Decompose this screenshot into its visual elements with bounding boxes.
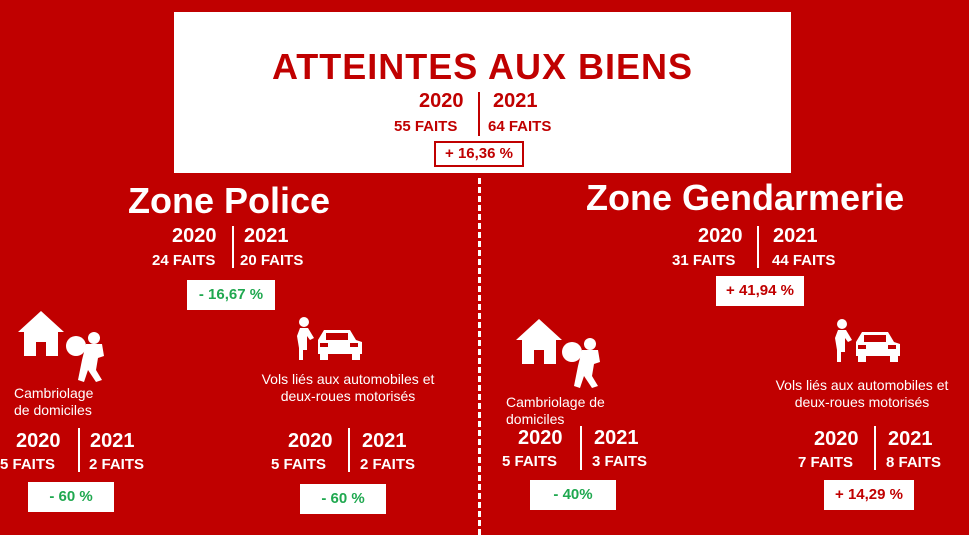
police-vehicles-year-2020: 2020: [288, 430, 333, 452]
police-burglary-count-2021: 2 FAITS: [89, 456, 145, 473]
police-burglary-change-badge: - 60 %: [28, 482, 114, 512]
police-count-2021: 20 FAITS: [240, 252, 304, 269]
gendarmerie-vehicles-year-2021: 2021: [888, 428, 933, 450]
separator: [478, 92, 480, 136]
police-burglary-year-2020: 2020: [16, 430, 61, 452]
year-2021: 2021: [493, 90, 538, 112]
separator: [232, 226, 234, 268]
car-thief-icon: [835, 319, 900, 362]
police-year-2020: 2020: [172, 225, 217, 247]
burglar-icon: [562, 338, 600, 388]
police-count-2020: 24 FAITS: [152, 252, 216, 269]
gendarmerie-year-2021: 2021: [773, 225, 818, 247]
police-year-2021: 2021: [244, 225, 289, 247]
police-burglary-label: Cambriolage de domiciles: [14, 385, 94, 418]
police-vehicles-change-badge: - 60 %: [300, 484, 386, 514]
gendarmerie-burglary-count-2020: 5 FAITS: [502, 453, 558, 470]
gendarmerie-count-2020: 31 FAITS: [672, 252, 736, 269]
police-vehicles-label: Vols liés aux automobiles et deux-roues …: [261, 371, 435, 404]
gendarmerie-vehicles-count-2021: 8 FAITS: [886, 454, 942, 471]
burglar-icon: [66, 332, 104, 382]
police-change-badge: - 16,67 %: [187, 280, 275, 310]
gendarmerie-vehicles-year-2020: 2020: [814, 428, 859, 450]
gendarmerie-vehicles-change-badge: + 14,29 %: [824, 480, 914, 510]
police-burglary-year-2021: 2021: [90, 430, 135, 452]
police-vehicles-count-2021: 2 FAITS: [360, 456, 416, 473]
page-title: ATTEINTES AUX BIENS: [271, 46, 694, 87]
separator: [757, 226, 759, 268]
house-icon: [516, 319, 562, 364]
police-vehicles-count-2020: 5 FAITS: [271, 456, 327, 473]
police-vehicles-year-2021: 2021: [362, 430, 407, 452]
gendarmerie-burglary-year-2020: 2020: [518, 427, 563, 449]
gendarmerie-burglary-change-badge: - 40%: [530, 480, 616, 510]
separator: [78, 428, 80, 472]
car-thief-icon: [297, 317, 362, 360]
gendarmerie-count-2021: 44 FAITS: [772, 252, 836, 269]
change-badge: + 16,36 %: [434, 141, 524, 167]
house-icon: [18, 311, 64, 356]
separator: [580, 426, 582, 470]
summary-box: ATTEINTES AUX BIENS 2020 2021 55 FAITS 6…: [174, 12, 791, 173]
gendarmerie-vehicles-count-2020: 7 FAITS: [798, 454, 854, 471]
gendarmerie-burglary-year-2021: 2021: [594, 427, 639, 449]
year-2020: 2020: [419, 90, 464, 112]
zone-divider: [478, 178, 481, 535]
police-burglary-count-2020: 5 FAITS: [0, 456, 56, 473]
gendarmerie-year-2020: 2020: [698, 225, 743, 247]
gendarmerie-vehicles-label: Vols liés aux automobiles et deux-roues …: [775, 377, 949, 410]
count-2021: 64 FAITS: [488, 118, 552, 135]
zone-gendarmerie-title: Zone Gendarmerie: [586, 177, 905, 218]
gendarmerie-change-badge: + 41,94 %: [716, 276, 804, 306]
separator: [874, 426, 876, 470]
separator: [348, 428, 350, 472]
zone-police-title: Zone Police: [128, 180, 331, 221]
gendarmerie-burglary-label: Cambriolage de domiciles: [506, 394, 605, 427]
gendarmerie-burglary-count-2021: 3 FAITS: [592, 453, 648, 470]
count-2020: 55 FAITS: [394, 118, 458, 135]
